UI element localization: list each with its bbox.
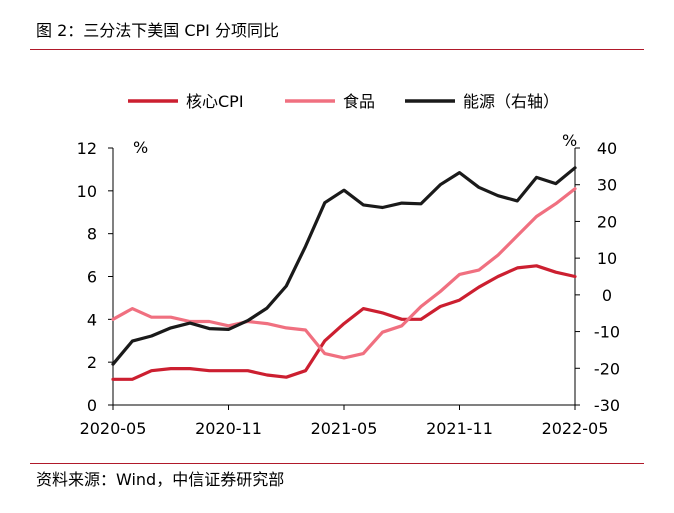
right-tick-label: 30: [597, 176, 617, 195]
series-line-3: [111, 166, 577, 366]
series-lines: [111, 166, 577, 381]
bottom-divider: [30, 463, 644, 464]
series-line-1: [111, 264, 577, 381]
right-tick-label: -20: [594, 359, 620, 378]
legend-label: 食品: [343, 92, 375, 111]
left-tick-label: 6: [87, 268, 97, 287]
left-tick-label: 4: [87, 310, 97, 329]
top-divider: [30, 49, 644, 50]
series-line-2: [111, 187, 577, 360]
left-tick-label: 2: [87, 353, 97, 372]
right-tick-label: 0: [602, 286, 612, 305]
legend: 核心CPI 食品 能源（右轴）: [128, 92, 559, 111]
left-tick-label: 0: [87, 396, 97, 415]
x-tick-label: 2021-05: [311, 419, 378, 438]
right-tick-label: 10: [597, 249, 617, 268]
right-tick-label: -10: [594, 323, 620, 342]
x-tick-label: 2020-11: [195, 419, 262, 438]
right-axis-unit: %: [562, 131, 577, 150]
legend-label: 核心CPI: [186, 92, 244, 111]
page-title: 图 2：三分法下美国 CPI 分项同比: [36, 21, 279, 40]
left-tick-label: 12: [77, 139, 97, 158]
right-tick-label: 40: [597, 139, 617, 158]
right-tick-label: -30: [594, 396, 620, 415]
source-note: 资料来源：Wind，中信证券研究部: [36, 470, 285, 489]
axes: 0 2 4 6 8 10 12 % -30 -20 -10 0 10 20 30 40% 2020-05 2020…: [77, 131, 620, 438]
left-axis-unit: %: [133, 138, 148, 157]
x-tick-label: 2022-05: [542, 419, 609, 438]
x-tick-label: 2021-11: [426, 419, 493, 438]
left-tick-label: 8: [87, 225, 97, 244]
right-tick-label: 20: [597, 212, 617, 231]
x-tick-label: 2020-05: [80, 419, 147, 438]
left-tick-label: 10: [77, 182, 97, 201]
legend-label: 能源（右轴）: [463, 92, 559, 111]
